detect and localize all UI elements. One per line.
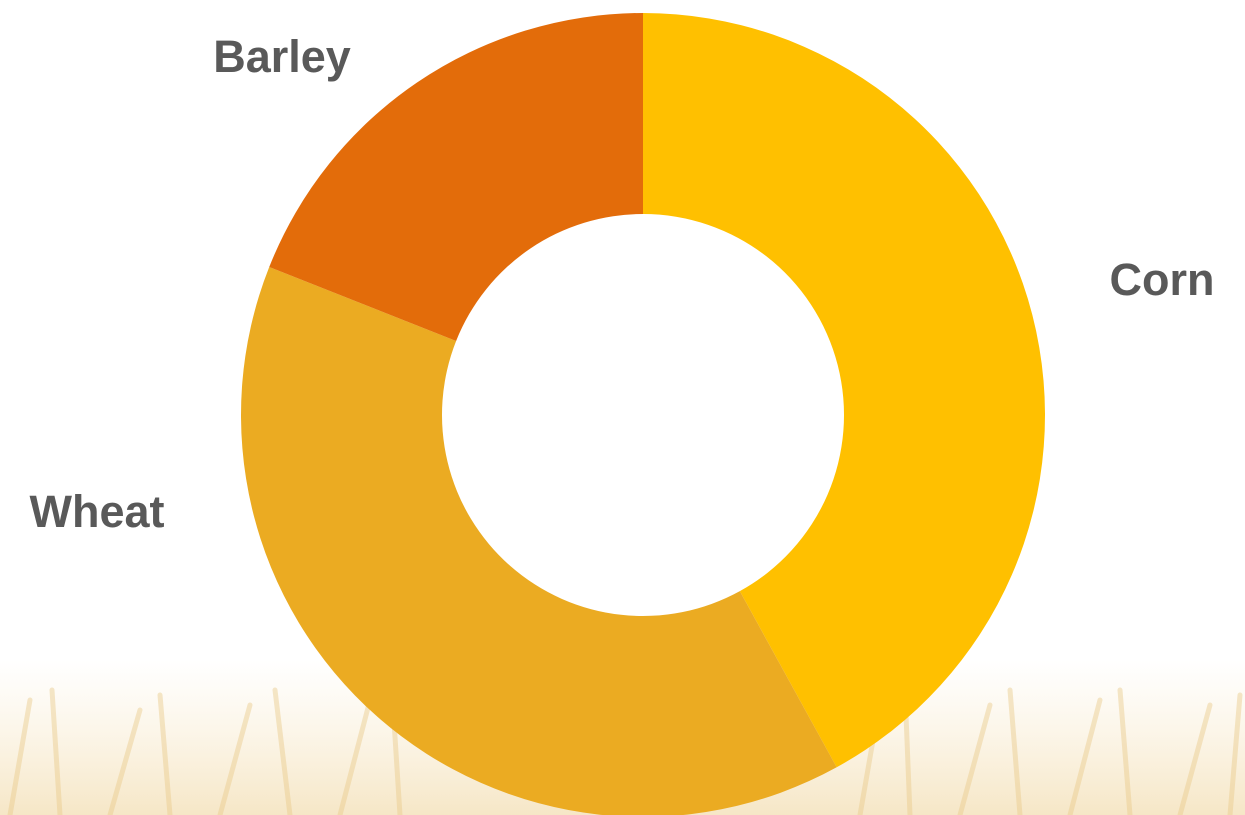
slice [241, 267, 837, 815]
slice [269, 13, 643, 342]
category-label: Corn [1110, 254, 1215, 305]
category-label: Barley [213, 31, 351, 82]
slice [643, 13, 1045, 768]
donut [241, 13, 1045, 815]
category-label: Wheat [30, 486, 165, 537]
labels: Corn Wheat Barley [30, 31, 1215, 537]
